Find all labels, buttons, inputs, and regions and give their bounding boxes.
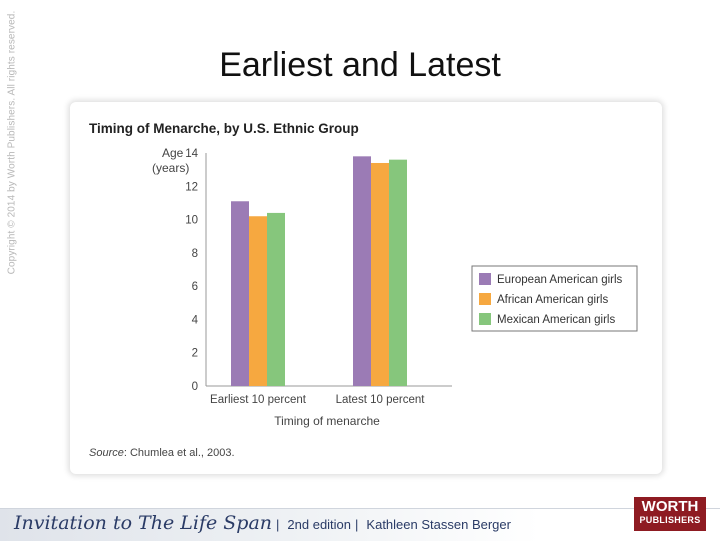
legend: European American girls African American … [471,265,638,332]
bar [371,162,389,386]
y-axis-label: Age(years) [152,146,189,175]
legend-swatch [479,293,491,305]
y-axis-label-line: Age [162,146,184,160]
legend-box [471,265,638,332]
bar [389,159,407,386]
y-tick-label: 14 [185,148,198,160]
y-tick-label: 10 [185,215,198,227]
chart-source: Source: Chumlea et al., 2003. [89,447,235,459]
x-axis-categories: Earliest 10 percent Latest 10 percent [210,394,425,406]
publisher-logo-line1: WORTH [641,498,699,515]
chart-title: Timing of Menarche, by U.S. Ethnic Group [89,121,359,136]
x-category-label: Latest 10 percent [336,394,426,406]
publisher-logo-line2: PUBLISHERS [639,515,701,525]
legend-swatch [479,313,491,325]
y-tick-label: 6 [192,281,198,293]
y-axis-label-line: (years) [152,161,189,175]
y-tick-label: 0 [192,381,198,393]
bar [353,156,371,386]
book-title: Invitation to The Life Span [14,512,273,534]
legend-label: African American girls [497,294,608,306]
publisher-logo: WORTH PUBLISHERS [634,497,706,531]
slide-title: Earliest and Latest [219,46,501,84]
y-tick-label: 2 [192,348,198,360]
separator-2: | [355,517,359,532]
bar [231,201,249,386]
bar [249,216,267,386]
separator-1: | [276,517,280,532]
bar [267,212,285,386]
book-author: Kathleen Stassen Berger [366,517,511,532]
y-tick-label: 8 [192,248,198,260]
bar-chart: Timing of Menarche, by U.S. Ethnic Group… [89,121,638,459]
chart-card: Timing of Menarche, by U.S. Ethnic Group… [70,102,662,474]
source-text: : Chumlea et al., 2003. [124,447,235,459]
source-label: Source [89,447,124,459]
copyright-notice: Copyright © 2014 by Worth Publishers. Al… [3,0,21,285]
x-category-label: Earliest 10 percent [210,394,307,406]
y-tick-label: 4 [192,314,199,326]
y-tick-label: 12 [185,181,198,193]
x-axis-label: Timing of menarche [274,414,380,428]
footer-bar: Invitation to The Life Span | 2nd editio… [0,508,720,541]
book-branding: Invitation to The Life Span | 2nd editio… [14,512,511,534]
bars [231,156,407,386]
copyright-text: Copyright © 2014 by Worth Publishers. Al… [6,10,18,275]
legend-label: Mexican American girls [497,314,615,326]
book-edition: 2nd edition [287,517,352,532]
legend-label: European American girls [497,274,623,286]
legend-swatch [479,273,491,285]
y-axis-ticks: 0 2 4 6 8 10 12 14 [185,148,198,393]
